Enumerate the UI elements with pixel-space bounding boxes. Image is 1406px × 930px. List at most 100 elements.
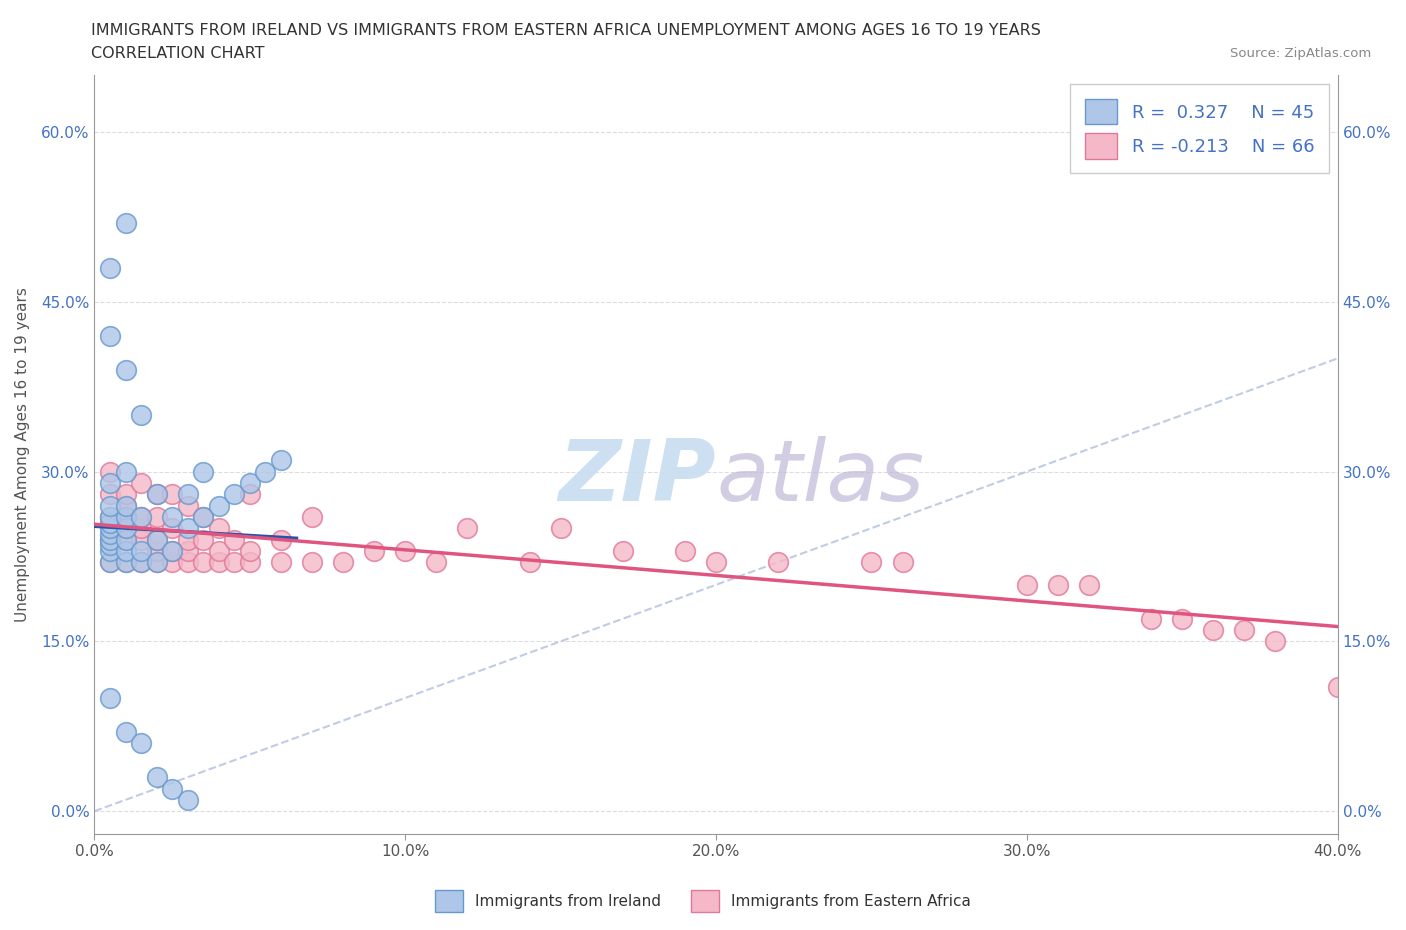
Point bbox=[673, 543, 696, 558]
Point bbox=[129, 532, 152, 547]
Point bbox=[224, 554, 246, 569]
Point bbox=[98, 464, 121, 479]
Point bbox=[98, 521, 121, 536]
Point bbox=[129, 554, 152, 569]
Point bbox=[98, 510, 121, 525]
Text: IMMIGRANTS FROM IRELAND VS IMMIGRANTS FROM EASTERN AFRICA UNEMPLOYMENT AMONG AGE: IMMIGRANTS FROM IRELAND VS IMMIGRANTS FR… bbox=[91, 23, 1042, 38]
Point bbox=[129, 510, 152, 525]
Point bbox=[98, 532, 121, 547]
Point bbox=[114, 532, 136, 547]
Point bbox=[129, 475, 152, 490]
Point bbox=[1078, 578, 1101, 592]
Point bbox=[145, 486, 167, 501]
Point bbox=[114, 498, 136, 513]
Point bbox=[193, 464, 215, 479]
Point bbox=[177, 532, 200, 547]
Point bbox=[129, 554, 152, 569]
Point bbox=[145, 554, 167, 569]
Point bbox=[208, 554, 231, 569]
Point bbox=[612, 543, 634, 558]
Point bbox=[1264, 634, 1286, 649]
Point bbox=[208, 543, 231, 558]
Point bbox=[193, 532, 215, 547]
Point bbox=[114, 363, 136, 378]
Point bbox=[98, 498, 121, 513]
Point bbox=[145, 510, 167, 525]
Point bbox=[208, 498, 231, 513]
Point bbox=[114, 724, 136, 739]
Point bbox=[114, 510, 136, 525]
Point bbox=[98, 526, 121, 541]
Point bbox=[160, 521, 183, 536]
Point bbox=[177, 554, 200, 569]
Point bbox=[114, 554, 136, 569]
Point bbox=[129, 510, 152, 525]
Y-axis label: Unemployment Among Ages 16 to 19 years: Unemployment Among Ages 16 to 19 years bbox=[15, 287, 30, 622]
Point bbox=[145, 532, 167, 547]
Point bbox=[704, 554, 727, 569]
Point bbox=[160, 554, 183, 569]
Point bbox=[193, 510, 215, 525]
Point bbox=[208, 521, 231, 536]
Point bbox=[224, 532, 246, 547]
Point bbox=[160, 510, 183, 525]
Point bbox=[1233, 622, 1256, 637]
Point bbox=[1202, 622, 1225, 637]
Point bbox=[301, 510, 323, 525]
Point bbox=[114, 464, 136, 479]
Point bbox=[145, 532, 167, 547]
Point bbox=[145, 770, 167, 785]
Text: atlas: atlas bbox=[716, 436, 924, 519]
Point bbox=[1171, 611, 1194, 626]
Point bbox=[98, 538, 121, 552]
Point bbox=[239, 554, 262, 569]
Point bbox=[160, 543, 183, 558]
Point bbox=[145, 543, 167, 558]
Point bbox=[114, 215, 136, 230]
Point bbox=[394, 543, 416, 558]
Point bbox=[177, 521, 200, 536]
Point bbox=[860, 554, 883, 569]
Point bbox=[98, 328, 121, 343]
Point bbox=[270, 453, 292, 468]
Point bbox=[456, 521, 478, 536]
Point bbox=[425, 554, 447, 569]
Point bbox=[114, 532, 136, 547]
Point bbox=[301, 554, 323, 569]
Point bbox=[98, 554, 121, 569]
Point bbox=[98, 543, 121, 558]
Point bbox=[145, 554, 167, 569]
Point bbox=[766, 554, 789, 569]
Legend: R =  0.327    N = 45, R = -0.213    N = 66: R = 0.327 N = 45, R = -0.213 N = 66 bbox=[1070, 85, 1329, 174]
Point bbox=[98, 554, 121, 569]
Point bbox=[129, 521, 152, 536]
Point bbox=[129, 407, 152, 422]
Point bbox=[193, 554, 215, 569]
Point bbox=[1015, 578, 1038, 592]
Point bbox=[114, 543, 136, 558]
Point bbox=[363, 543, 385, 558]
Point bbox=[114, 486, 136, 501]
Text: CORRELATION CHART: CORRELATION CHART bbox=[91, 46, 264, 61]
Point bbox=[177, 792, 200, 807]
Point bbox=[1326, 679, 1348, 694]
Point bbox=[270, 554, 292, 569]
Point bbox=[519, 554, 541, 569]
Legend: Immigrants from Ireland, Immigrants from Eastern Africa: Immigrants from Ireland, Immigrants from… bbox=[429, 884, 977, 918]
Point bbox=[98, 260, 121, 275]
Point bbox=[145, 486, 167, 501]
Point bbox=[114, 510, 136, 525]
Point bbox=[270, 532, 292, 547]
Point bbox=[98, 690, 121, 705]
Point bbox=[239, 543, 262, 558]
Point bbox=[129, 736, 152, 751]
Point bbox=[129, 543, 152, 558]
Point bbox=[550, 521, 572, 536]
Point bbox=[114, 554, 136, 569]
Point bbox=[98, 515, 121, 530]
Point bbox=[254, 464, 277, 479]
Point bbox=[114, 498, 136, 513]
Point bbox=[224, 486, 246, 501]
Point bbox=[177, 498, 200, 513]
Point bbox=[114, 521, 136, 536]
